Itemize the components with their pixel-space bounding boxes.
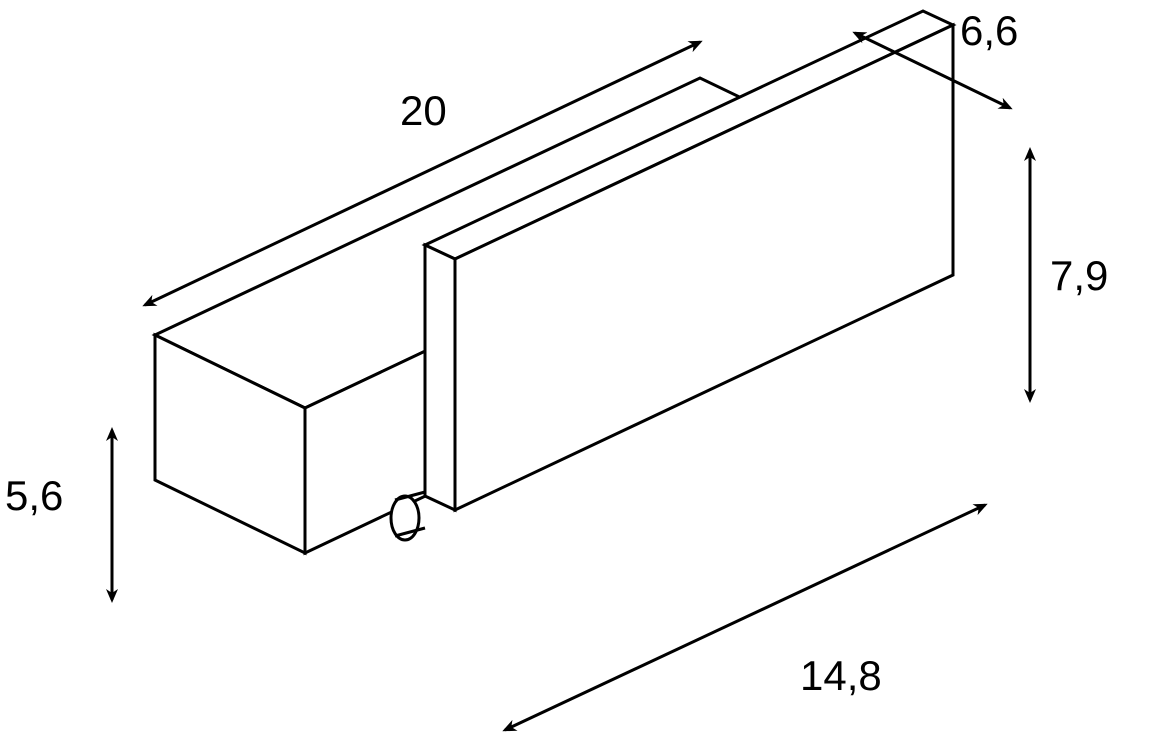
dim-label-plate-width: 14,8 [800, 652, 882, 699]
plate-left-edge [425, 245, 455, 510]
dim-label-depth: 6,6 [960, 7, 1018, 54]
dimension-diagram: 20 6,6 7,9 14,8 5,6 [0, 0, 1150, 751]
dim-label-body-height: 5,6 [5, 472, 63, 519]
dim-arrow-plate-width [505, 505, 985, 730]
dim-label-length: 20 [400, 87, 447, 134]
dim-label-plate-height: 7,9 [1050, 252, 1108, 299]
